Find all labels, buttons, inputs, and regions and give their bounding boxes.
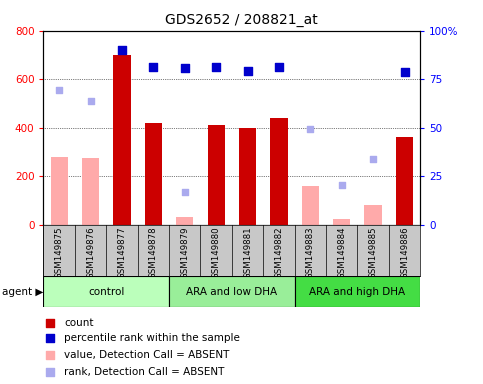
Point	[338, 182, 346, 188]
Text: GDS2652 / 208821_at: GDS2652 / 208821_at	[165, 13, 318, 27]
Bar	[365, 205, 382, 225]
Text: count: count	[64, 318, 94, 328]
Point	[56, 87, 63, 93]
Text: GSM149877: GSM149877	[117, 227, 127, 279]
Bar	[270, 118, 287, 225]
Bar	[333, 218, 350, 225]
Bar	[396, 137, 413, 225]
Text: GSM149880: GSM149880	[212, 227, 221, 279]
Bar	[114, 55, 130, 225]
Bar	[302, 186, 319, 225]
Text: GSM149876: GSM149876	[86, 227, 95, 279]
Point	[213, 64, 220, 70]
Bar	[239, 127, 256, 225]
Point	[275, 64, 283, 70]
Point	[118, 47, 126, 53]
Text: GSM149885: GSM149885	[369, 227, 378, 279]
Point	[401, 69, 409, 75]
Text: percentile rank within the sample: percentile rank within the sample	[64, 333, 240, 344]
Text: GSM149875: GSM149875	[55, 227, 64, 279]
Bar	[295, 276, 420, 307]
Text: GSM149883: GSM149883	[306, 227, 315, 279]
Text: control: control	[88, 287, 125, 297]
Bar	[43, 276, 169, 307]
Text: GSM149884: GSM149884	[337, 227, 346, 279]
Text: GSM149881: GSM149881	[243, 227, 252, 279]
Point	[290, 111, 298, 118]
Text: value, Detection Call = ABSENT: value, Detection Call = ABSENT	[64, 349, 229, 360]
Text: rank, Detection Call = ABSENT: rank, Detection Call = ABSENT	[64, 367, 225, 377]
Bar	[51, 157, 68, 225]
Text: GSM149882: GSM149882	[274, 227, 284, 279]
Point	[181, 65, 188, 71]
Text: ARA and low DHA: ARA and low DHA	[186, 287, 277, 297]
Text: ARA and high DHA: ARA and high DHA	[309, 287, 406, 297]
Point	[150, 64, 157, 70]
Point	[307, 126, 314, 132]
Bar	[82, 158, 99, 225]
Text: GSM149879: GSM149879	[180, 227, 189, 279]
Bar	[145, 123, 162, 225]
Text: agent ▶: agent ▶	[2, 287, 44, 297]
Point	[290, 270, 298, 276]
Point	[181, 189, 188, 195]
Bar	[208, 125, 225, 225]
Point	[243, 68, 251, 74]
Bar	[176, 217, 193, 225]
Text: GSM149878: GSM149878	[149, 227, 158, 279]
Point	[369, 156, 377, 162]
Point	[87, 98, 95, 104]
Bar	[169, 276, 295, 307]
Text: GSM149886: GSM149886	[400, 227, 409, 279]
